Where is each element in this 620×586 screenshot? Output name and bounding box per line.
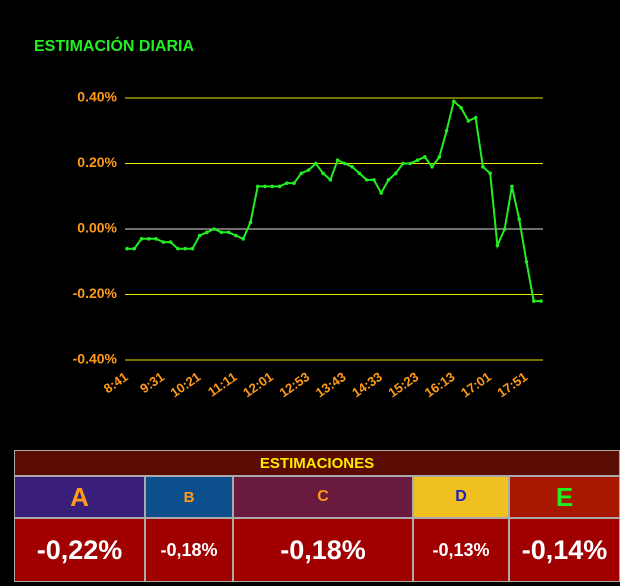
point [125, 246, 129, 251]
point [481, 164, 485, 169]
point [408, 161, 413, 166]
y-tick-label: 0.40% [77, 89, 117, 105]
estimate-value: -0,22% [14, 518, 145, 582]
point [132, 246, 137, 251]
point [422, 155, 427, 159]
point [328, 178, 333, 182]
point [415, 158, 420, 163]
point [466, 119, 471, 123]
point [444, 128, 449, 133]
point [510, 184, 514, 189]
point [154, 237, 158, 241]
x-tick-label: 17:01 [458, 369, 494, 400]
point [241, 237, 246, 241]
column-header: A [14, 476, 145, 518]
estimate-value: -0,14% [509, 518, 620, 582]
y-tick-label: 0.00% [77, 220, 117, 236]
point [284, 181, 289, 185]
point [495, 243, 500, 248]
point [248, 220, 253, 225]
x-tick-label: 15:23 [385, 369, 421, 400]
point [234, 233, 238, 238]
x-tick-label: 16:13 [422, 369, 458, 400]
point [393, 171, 398, 176]
point [430, 164, 434, 169]
point [539, 299, 543, 303]
point [299, 171, 304, 176]
point [306, 168, 311, 172]
point [219, 230, 224, 235]
table-title: ESTIMACIONES [14, 450, 620, 476]
point [517, 217, 522, 221]
point [263, 184, 267, 189]
point [168, 240, 173, 244]
point [161, 240, 166, 244]
point [459, 106, 463, 110]
point [372, 178, 376, 182]
x-tick-label: 17:51 [494, 369, 530, 400]
point [176, 246, 180, 251]
point [357, 171, 362, 176]
point [321, 171, 325, 176]
value-row: -0,22% -0,18% -0,18% -0,13% -0,14% [14, 518, 620, 582]
estimate-value: -0,13% [413, 518, 509, 582]
x-tick-label: 11:11 [205, 369, 240, 400]
point [531, 299, 536, 303]
chart: ESTIMACIÓN DIARIA 0.40% 0.20% 0.00% -0.20% -… [34, 36, 543, 400]
estimate-value: -0,18% [233, 518, 413, 582]
point [205, 230, 209, 235]
point [255, 184, 260, 189]
point [314, 161, 318, 166]
y-tick-label: -0.40% [73, 351, 118, 367]
x-tick-label: 10:21 [167, 369, 203, 400]
x-tick-label: 9:31 [137, 369, 167, 396]
x-tick-label: 12:01 [240, 369, 276, 400]
point [270, 184, 275, 189]
column-header: C [233, 476, 413, 518]
chart-title: ESTIMACIÓN DIARIA [34, 36, 194, 55]
point [401, 161, 405, 166]
y-tick-label: 0.20% [77, 154, 117, 170]
point [364, 178, 369, 182]
x-tick-label: 14:33 [349, 369, 385, 400]
estimate-value: -0,18% [145, 518, 233, 582]
point [139, 237, 144, 241]
point [335, 158, 340, 163]
point [386, 178, 391, 182]
point [343, 161, 347, 166]
column-header: B [145, 476, 233, 518]
point [212, 227, 216, 231]
point [197, 233, 202, 238]
point [524, 259, 529, 264]
x-tick-label: 8:41 [101, 369, 131, 396]
point [379, 191, 384, 195]
x-tick-label: 13:43 [313, 369, 349, 400]
point [277, 184, 282, 189]
point [350, 164, 354, 169]
y-tick-label: -0.20% [73, 285, 118, 301]
point [183, 246, 187, 251]
column-header: D [413, 476, 509, 518]
point [502, 227, 507, 231]
point [226, 230, 231, 235]
point [473, 115, 478, 120]
point [292, 181, 296, 185]
point [146, 237, 151, 241]
point [488, 171, 492, 176]
point [437, 155, 442, 159]
point [190, 246, 195, 251]
point [452, 99, 456, 104]
line [127, 99, 541, 303]
column-header: E [509, 476, 620, 518]
x-tick-label: 12:53 [276, 369, 312, 400]
